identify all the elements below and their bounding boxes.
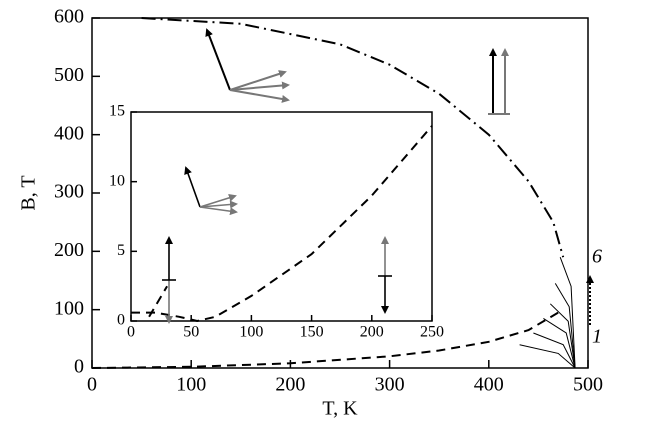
y-tick-label: 300 [54, 181, 84, 203]
x-tick-label: 500 [573, 374, 603, 396]
x-tick-label: 0 [127, 324, 135, 341]
plot-frame [91, 17, 589, 369]
x-tick-label: 100 [176, 374, 206, 396]
plot-frame [130, 111, 433, 322]
inset-plot: 0 50 100 150 200 250 0 5 10 15 [109, 103, 444, 341]
spin-icons [205, 28, 594, 325]
x-tick-label: 250 [420, 324, 444, 341]
curve-label: 6 [592, 246, 602, 268]
y-tick-label: 200 [54, 239, 84, 261]
y-tick-label: 600 [54, 6, 84, 28]
y-tick-label: 15 [109, 103, 125, 120]
series-line [91, 311, 559, 369]
inset-spin-icons [162, 166, 392, 324]
inset-background [131, 112, 432, 321]
y-tick-label: 400 [54, 122, 84, 144]
series-line [148, 285, 168, 318]
y-tick-label: 100 [54, 297, 84, 319]
y-axis-label: B, T [18, 175, 40, 210]
y-tick-label: 0 [74, 356, 84, 378]
x-axis-label: T, K [322, 398, 358, 420]
series-line [543, 317, 576, 369]
y-tick-label: 500 [54, 64, 84, 86]
y-tick-label: 10 [109, 172, 125, 189]
x-tick-label: 300 [375, 374, 405, 396]
series-line [533, 332, 576, 369]
x-tick-label: 50 [183, 324, 199, 341]
series-line [554, 283, 576, 369]
y-tick-label: 0 [117, 312, 125, 329]
curve-label: 1 [592, 326, 602, 348]
series-line [559, 257, 576, 369]
x-tick-label: 400 [474, 374, 504, 396]
series-line [549, 303, 576, 369]
series-line [141, 17, 565, 258]
y-tick-label: 5 [117, 242, 125, 259]
x-tick-label: 100 [239, 324, 263, 341]
series-line [131, 125, 433, 323]
series-line [519, 344, 576, 369]
x-tick-label: 0 [87, 374, 97, 396]
x-tick-label: 150 [300, 324, 324, 341]
x-tick-label: 200 [275, 374, 305, 396]
x-tick-label: 200 [360, 324, 384, 341]
